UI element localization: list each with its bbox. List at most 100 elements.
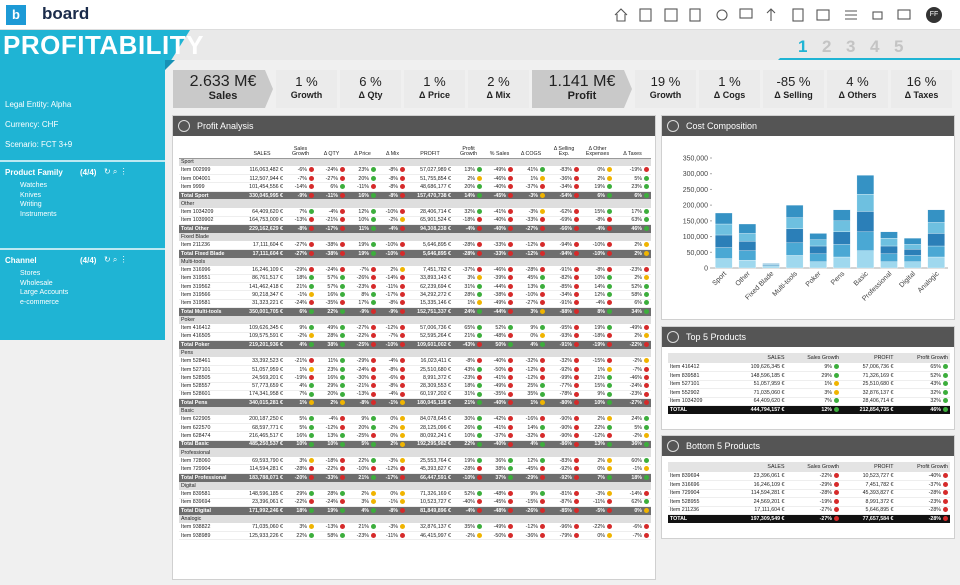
item-row[interactable]: Item 9999 101,454,556 € -14% 6% -11% -8% 48,68…: [179, 183, 651, 192]
table-cell: -27%: [316, 175, 347, 183]
item-row[interactable]: Item 319581 31,323,221 € -24% -35% 17% -8% 15,…: [179, 299, 651, 308]
item-row[interactable]: Item 211236 17,111,604 € -27% -38% 19% -10% 5,…: [179, 241, 651, 250]
cell-text: -23%: [928, 498, 941, 505]
item-row[interactable]: Item 938822 71,035,060 €3% -13% 21% -3% 32,87…: [179, 523, 651, 532]
icon[interactable]: [872, 11, 883, 20]
item-row[interactable]: Item 528601 174,341,958 €7% 20% -13% -4% 60,1…: [179, 390, 651, 399]
cell-text: 28,406,714 €: [862, 398, 894, 405]
table-cell: -2%: [614, 432, 651, 440]
cell-text: 18%: [296, 507, 307, 514]
item-row[interactable]: Item 316696 16,246,109 € -29% 7,451,782 € -3…: [668, 481, 950, 489]
item-row[interactable]: Item 319566 90,218,347 € -1% 16% 8% -17% 34,29…: [179, 291, 651, 300]
item-row[interactable]: Item 416412 109,626,345 €9% 57,006,736 €65…: [668, 363, 950, 372]
top-products-panel: Top 5 Products SALES Sales Growth PROFIT Pr…: [661, 326, 955, 430]
icon[interactable]: [739, 8, 753, 19]
icon[interactable]: [816, 9, 830, 21]
step[interactable]: 4: [870, 37, 880, 56]
item-row[interactable]: Item 729904 114,594,281 € -28% -22% -10% -12%…: [179, 465, 651, 474]
icon[interactable]: [845, 10, 857, 20]
logo[interactable]: b: [6, 5, 26, 25]
item-row[interactable]: Item 1039902 164,753,009 € -13% -21% 10% -2% 6…: [179, 216, 651, 225]
item-row[interactable]: Item 528955 24,569,201 € -19% 8,991,372 € -2…: [668, 498, 950, 506]
group-item[interactable]: Knives: [20, 191, 42, 199]
group-item[interactable]: Writing: [20, 201, 42, 208]
item-row[interactable]: Item 319562 141,462,418 €21% 57% -23% -11% 62…: [179, 282, 651, 291]
group-title[interactable]: Product Family: [5, 168, 63, 177]
icon[interactable]: [897, 9, 911, 20]
step[interactable]: 1: [798, 37, 808, 56]
item-row[interactable]: Item 319551 86,761,517 €18% 57% -26% -14% 33,…: [179, 274, 651, 283]
item-row[interactable]: Item 527101 51,057,959 €1% 23% -24% -8% 25,51…: [179, 365, 651, 374]
item-row[interactable]: Item 729904 114,594,281 € -28% 45,393,827 €…: [668, 489, 950, 498]
table-cell: 1%: [285, 365, 316, 373]
item-row[interactable]: Item 622905 200,187,250 €5% -4% 9% 0% 84,078,…: [179, 415, 651, 424]
bar-segment: [785, 242, 804, 256]
cell-text: -38%: [493, 291, 506, 298]
table-cell: Item 728060: [179, 457, 239, 465]
cell-text: -27%: [356, 324, 369, 331]
group-item[interactable]: Watches: [20, 182, 47, 189]
table-cell: -22%: [285, 498, 316, 506]
group-item[interactable]: e-commerce: [20, 298, 59, 306]
group-item[interactable]: Wholesale: [20, 279, 53, 287]
item-row[interactable]: Item 416505 109,575,591 € -2% 28% -22% -7% 52,…: [179, 332, 651, 341]
table-cell: -7%: [614, 365, 651, 373]
section-name: Pens: [181, 349, 194, 356]
item-row[interactable]: Item 628474 216,465,517 €16% 13% -25% 0% 80,0…: [179, 432, 651, 441]
item-row[interactable]: Item 552902 71,035,060 €3% 32,876,137 €32%: [668, 389, 950, 397]
item-row[interactable]: Item 528505 24,569,201 € -19% 16% -30% -6% 8,9…: [179, 374, 651, 383]
item-row[interactable]: Item 728060 69,593,790 €3% -18% 22% -3% 25,55…: [179, 457, 651, 465]
item-row[interactable]: Item 1034209 64,409,620 €7% 28,406,714 €32…: [668, 397, 950, 406]
item-row[interactable]: Item 839581 148,596,185 €29% 71,326,169 €5…: [668, 372, 950, 380]
cell-text: -20%: [294, 474, 307, 481]
cell-text: -48%: [493, 507, 506, 514]
cell-text: -82%: [559, 275, 572, 282]
item-row[interactable]: Item 416412 109,626,345 €9% 49% -27% -12% 57,…: [179, 324, 651, 333]
step[interactable]: 3: [846, 37, 856, 56]
item-row[interactable]: Item 622570 68,597,771 €5% -12% 20% -2% 28,12…: [179, 424, 651, 432]
cell-text: -22%: [294, 499, 307, 506]
cell-text: -37%: [493, 432, 506, 439]
step[interactable]: 5: [894, 37, 904, 56]
icon[interactable]: [689, 8, 701, 22]
status-dot: [371, 308, 376, 314]
table-cell: -32%: [515, 357, 547, 365]
item-row[interactable]: Item 528557 57,773,659 €4% 29% -21% -8% 28,30…: [179, 382, 651, 391]
group-item[interactable]: Stores: [20, 270, 41, 277]
table-cell: 16%: [316, 374, 347, 382]
item-row[interactable]: Item 938989 125,933,226 €22% 58% -23% -11% 46…: [179, 531, 651, 540]
group-item[interactable]: Large Accounts: [20, 289, 69, 296]
cell-text: -44%: [493, 283, 506, 290]
item-row[interactable]: Item 316996 16,246,109 € -29% -24% -7% 2% 7,45…: [179, 266, 651, 275]
cell-text: Item 622570: [181, 424, 211, 431]
table-cell: Item 839694: [668, 472, 732, 481]
group-title[interactable]: Channel: [5, 256, 37, 265]
group-item[interactable]: Instruments: [20, 210, 57, 218]
icon-home[interactable]: [614, 8, 628, 22]
icon[interactable]: [766, 8, 776, 21]
cell-text: 17,111,604 €: [754, 507, 785, 514]
item-row[interactable]: Item 1034209 64,409,620 €7% -4% 12% -10% 28,4…: [179, 208, 651, 217]
item-row[interactable]: Item 839694 23,396,061 € -22% -24% 3% -1% 10,5…: [179, 498, 651, 507]
item-row[interactable]: Item 002999 116,063,482 € -6% -24% 23% -8% 57,…: [179, 166, 651, 175]
status-dot: [371, 383, 376, 389]
table-cell: -48%: [484, 490, 515, 498]
cell-text: 141,462,418 €: [249, 283, 283, 290]
item-row[interactable]: Item 527101 51,057,959 €1% 25,510,680 €43%: [668, 380, 950, 389]
icon[interactable]: [639, 8, 652, 22]
icon[interactable]: [716, 9, 728, 21]
user-avatar[interactable]: FF: [926, 7, 942, 23]
icon[interactable]: [792, 8, 804, 22]
item-row[interactable]: Item 211236 17,111,604 € -27% 5,646,895 € -2…: [668, 506, 950, 515]
item-row[interactable]: Item 004001 112,507,944 € -7% -27% 20% -8% 51,…: [179, 175, 651, 183]
cell-text: -14%: [629, 490, 642, 497]
cell-text: 16,246,109 €: [753, 481, 785, 488]
step[interactable]: 2: [822, 37, 832, 56]
icon[interactable]: [664, 8, 678, 22]
item-row[interactable]: Item 839581 148,596,185 €29% 28% 2% 0% 71,326…: [179, 490, 651, 499]
item-row[interactable]: Item 528461 33,392,523 € -21% 11% -29% -4% 16,…: [179, 357, 651, 366]
cell-text: 23%: [631, 184, 642, 191]
table-cell: -44%: [484, 282, 515, 290]
status-dot: [644, 507, 649, 513]
item-row[interactable]: Item 839694 23,396,061 € -22% 10,523,727 € -…: [668, 472, 950, 481]
